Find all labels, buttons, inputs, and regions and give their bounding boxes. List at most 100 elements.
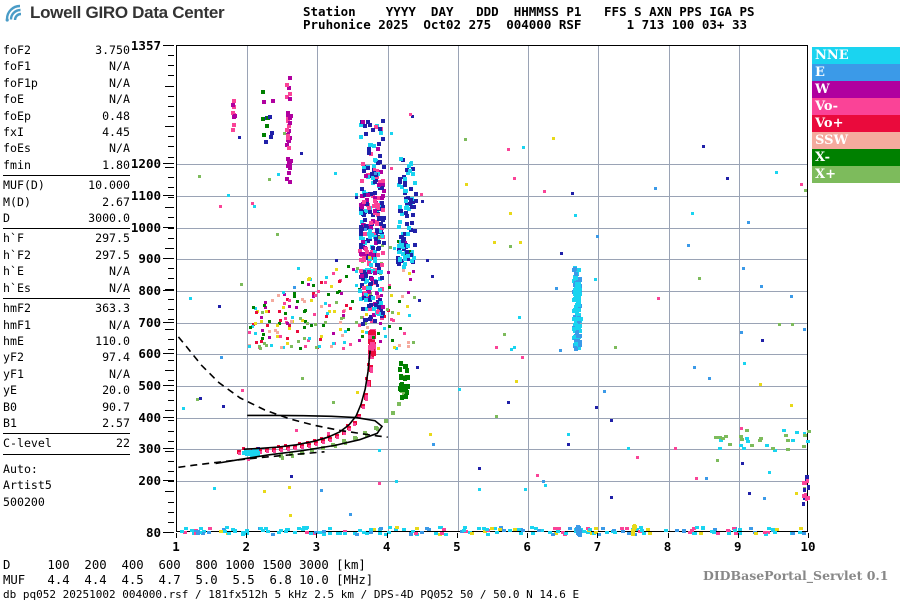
echo-point xyxy=(261,337,264,340)
echo-point xyxy=(338,280,341,283)
echo-point xyxy=(233,114,237,118)
echo-point xyxy=(365,226,369,230)
legend-item-x-[interactable]: X+ xyxy=(812,166,900,183)
echo-point xyxy=(241,533,245,536)
echo-point xyxy=(786,448,790,451)
echo-point xyxy=(519,532,523,535)
echo-point xyxy=(412,270,415,273)
legend-item-x-[interactable]: X- xyxy=(812,149,900,166)
parameter-row: foE N/A xyxy=(3,91,130,107)
echo-point xyxy=(336,291,339,294)
parameter-row: fxI 4.45 xyxy=(3,124,130,140)
echo-point xyxy=(268,115,272,119)
echo-point xyxy=(800,183,803,186)
echo-point xyxy=(399,327,402,330)
parameter-value: 3000.0 xyxy=(88,211,130,226)
echo-point xyxy=(748,492,751,495)
legend-item-nne[interactable]: NNE xyxy=(812,47,900,64)
echo-point xyxy=(379,270,383,274)
echo-point xyxy=(633,527,636,531)
echo-point xyxy=(610,419,613,422)
echo-point xyxy=(397,262,401,266)
echo-point xyxy=(377,246,381,250)
echo-point xyxy=(420,531,424,534)
echo-point xyxy=(335,268,338,271)
echo-point xyxy=(508,529,512,532)
echo-point xyxy=(498,528,502,531)
echo-point xyxy=(415,527,419,530)
parameter-divider xyxy=(3,453,130,455)
echo-point xyxy=(530,526,534,529)
parameter-row: foF1p N/A xyxy=(3,75,130,91)
echo-point xyxy=(288,299,291,302)
echo-point xyxy=(399,209,403,213)
echo-point xyxy=(369,303,373,307)
echo-point xyxy=(286,111,290,115)
echo-point xyxy=(578,277,582,281)
echo-point xyxy=(754,532,758,535)
echo-point xyxy=(575,288,579,292)
echo-point xyxy=(575,527,579,531)
echo-point xyxy=(540,529,544,532)
echo-point xyxy=(335,259,338,262)
parameter-value: N/A xyxy=(109,280,130,295)
echo-point xyxy=(286,322,289,325)
echo-point xyxy=(306,441,309,444)
echo-point xyxy=(363,252,367,256)
legend-item-ssw[interactable]: SSW xyxy=(812,132,900,149)
legend-item-w[interactable]: W xyxy=(812,81,900,98)
echo-point xyxy=(790,295,793,298)
echo-point xyxy=(334,172,337,175)
echo-point xyxy=(309,532,313,535)
echo-point xyxy=(317,290,320,293)
echo-point xyxy=(301,281,304,284)
echo-point xyxy=(548,531,552,534)
echo-point xyxy=(518,316,521,319)
legend-item-label: W xyxy=(815,82,830,97)
parameter-key: foF1 xyxy=(3,59,31,74)
echo-point xyxy=(299,347,302,350)
echo-point xyxy=(719,439,723,442)
echo-point xyxy=(355,196,358,199)
echo-point xyxy=(760,285,763,288)
echo-point xyxy=(802,481,805,485)
echo-point xyxy=(427,528,431,531)
echo-point xyxy=(402,391,405,395)
echo-point xyxy=(286,157,290,161)
echo-point xyxy=(332,272,335,275)
echo-point xyxy=(613,531,617,534)
legend-item-vo-[interactable]: Vo+ xyxy=(812,115,900,132)
echo-point xyxy=(470,532,474,535)
echo-point xyxy=(478,467,481,470)
echo-point xyxy=(465,183,468,186)
echo-point xyxy=(369,330,373,335)
legend-item-vo-[interactable]: Vo- xyxy=(812,98,900,115)
legend-item-e[interactable]: E xyxy=(812,64,900,81)
echo-point xyxy=(372,307,376,311)
echo-point xyxy=(367,147,371,151)
echo-point xyxy=(409,278,412,281)
brand-logo: Lowell GIRO Data Center xyxy=(4,3,225,23)
echo-point xyxy=(495,531,499,534)
echo-point xyxy=(358,249,362,253)
echo-point xyxy=(368,235,372,239)
echo-point xyxy=(303,300,306,303)
echo-point xyxy=(633,533,637,536)
echo-point xyxy=(288,486,291,489)
x-axis-tick-label: 6 xyxy=(523,539,531,554)
echo-point xyxy=(397,225,401,229)
echo-point xyxy=(342,314,345,317)
echo-point xyxy=(288,324,291,327)
echo-point xyxy=(371,351,375,356)
echo-point xyxy=(320,305,323,308)
echo-point xyxy=(270,344,273,347)
echo-point xyxy=(401,242,405,246)
echo-point xyxy=(183,531,187,534)
y-axis-tick-label: 600 xyxy=(138,346,161,362)
echo-point xyxy=(371,176,375,180)
echo-point xyxy=(227,194,230,197)
echo-point xyxy=(605,531,609,534)
echo-point xyxy=(750,444,754,447)
ionogram-plot[interactable] xyxy=(176,45,811,537)
echo-point xyxy=(374,172,377,175)
